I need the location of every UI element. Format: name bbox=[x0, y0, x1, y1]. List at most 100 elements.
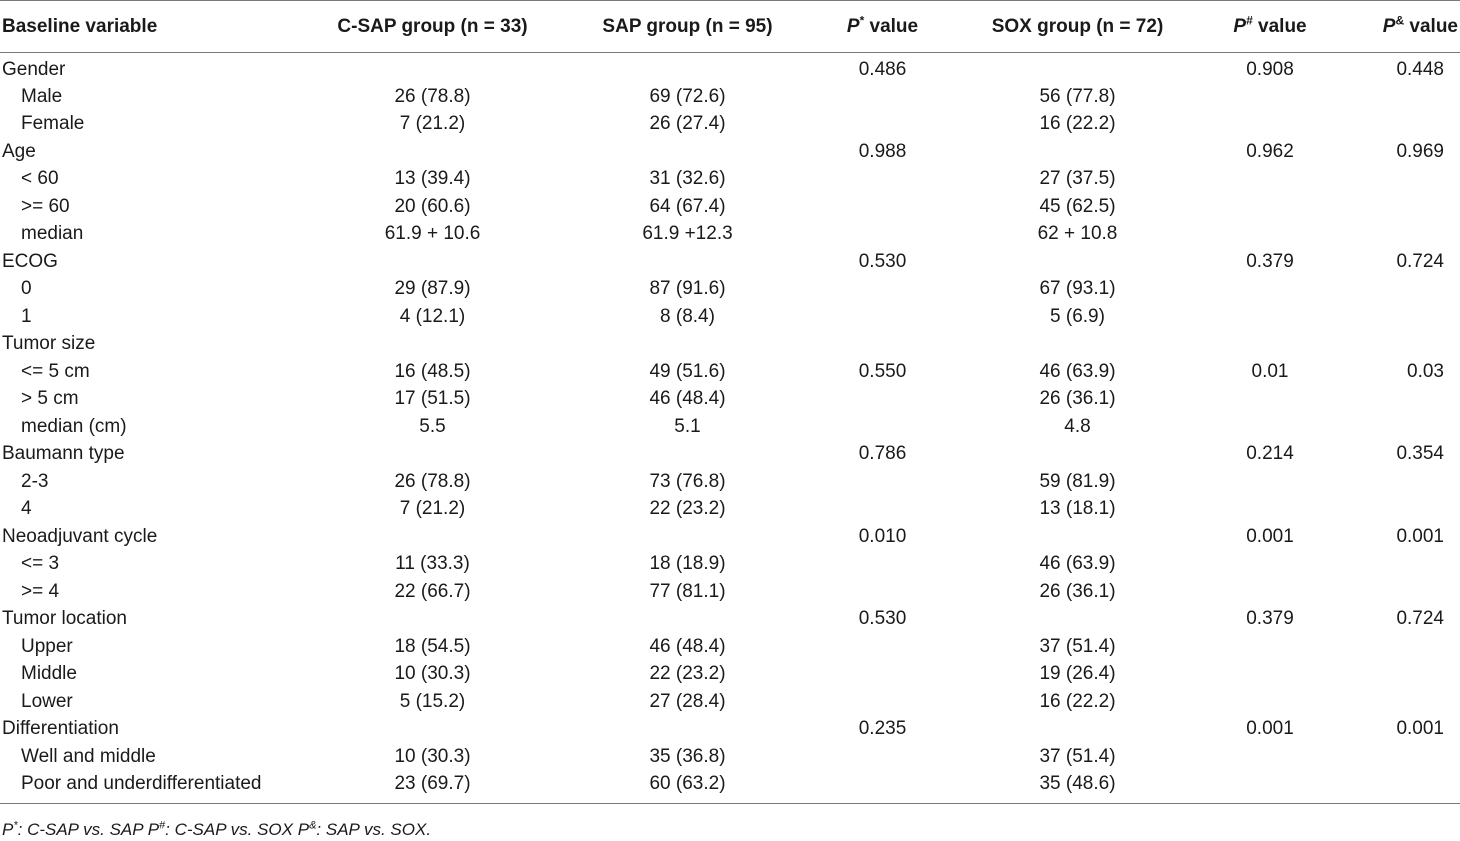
cell-p-hash: 0.01 bbox=[1251, 360, 1289, 382]
table-row: <= 5 cm 16 (48.5) 49 (51.6) 0.550 46 (63.9) 0… bbox=[0, 358, 1460, 386]
cell-sap: 26 (27.4) bbox=[649, 113, 726, 135]
cell-sox: 46 (63.9) bbox=[1039, 553, 1116, 575]
cell-p-hash bbox=[1200, 276, 1340, 304]
cell-p-star bbox=[810, 633, 955, 661]
cell-csap: 61.9 + 10.6 bbox=[384, 223, 481, 245]
cell-sap bbox=[565, 606, 810, 634]
cell-csap: 26 (78.8) bbox=[394, 470, 471, 492]
cell-csap: 5.5 bbox=[419, 415, 446, 437]
cell-csap bbox=[300, 138, 565, 166]
table-footnote: P*: C-SAP vs. SAP P#: C-SAP vs. SOX P&: … bbox=[2, 820, 431, 840]
cell-sap bbox=[565, 523, 810, 551]
cell-sox bbox=[955, 716, 1200, 744]
cell-p-amp bbox=[1340, 468, 1460, 496]
cell-csap: 22 (66.7) bbox=[394, 580, 471, 602]
cell-sox: 37 (51.4) bbox=[1039, 745, 1116, 767]
cell-p-hash bbox=[1200, 743, 1340, 771]
cell-p-amp bbox=[1340, 771, 1460, 804]
cell-p-amp: 0.001 bbox=[1396, 525, 1444, 547]
cell-p-star bbox=[810, 578, 955, 606]
table-header-row: Baseline variable C-SAP group (n = 33) S… bbox=[0, 0, 1460, 53]
cell-p-hash bbox=[1200, 633, 1340, 661]
cell-variable: 0 bbox=[21, 278, 32, 300]
cell-csap: 18 (54.5) bbox=[394, 635, 471, 657]
cell-csap bbox=[300, 523, 565, 551]
header-p-hash-value: P# value bbox=[1200, 1, 1340, 53]
cell-sox: 26 (36.1) bbox=[1039, 388, 1116, 410]
cell-p-star bbox=[810, 193, 955, 221]
cell-p-amp: 0.448 bbox=[1396, 59, 1444, 80]
cell-p-amp bbox=[1340, 633, 1460, 661]
cell-p-star: 0.530 bbox=[858, 250, 907, 272]
cell-variable: ECOG bbox=[2, 250, 58, 272]
cell-sox: 56 (77.8) bbox=[1039, 85, 1116, 107]
header-baseline-variable: Baseline variable bbox=[2, 15, 158, 37]
cell-p-star bbox=[810, 221, 955, 249]
table-row: 2-3 26 (78.8) 73 (76.8) 59 (81.9) bbox=[0, 468, 1460, 496]
table-row: Neoadjuvant cycle 0.010 0.001 0.001 bbox=[0, 523, 1460, 551]
cell-p-hash bbox=[1200, 111, 1340, 139]
cell-p-star: 0.550 bbox=[858, 360, 907, 382]
cell-p-star bbox=[810, 496, 955, 524]
table-row: ECOG 0.530 0.379 0.724 bbox=[0, 248, 1460, 276]
cell-p-amp bbox=[1340, 221, 1460, 249]
cell-p-hash bbox=[1200, 771, 1340, 804]
cell-sox: 5 (6.9) bbox=[1050, 305, 1105, 327]
cell-p-hash bbox=[1200, 193, 1340, 221]
cell-p-star bbox=[810, 331, 955, 359]
cell-variable: 2-3 bbox=[21, 470, 49, 492]
cell-variable: Differentiation bbox=[2, 718, 119, 740]
cell-p-hash: 0.001 bbox=[1246, 525, 1294, 547]
footnote-t1: : C-SAP vs. SAP bbox=[17, 820, 148, 839]
header-p-amp-letter: P bbox=[1382, 15, 1396, 37]
cell-sox: 45 (62.5) bbox=[1039, 195, 1116, 217]
table-row: <= 3 11 (33.3) 18 (18.9) 46 (63.9) bbox=[0, 551, 1460, 579]
cell-p-amp: 0.001 bbox=[1396, 718, 1444, 740]
cell-p-amp bbox=[1340, 386, 1460, 414]
cell-sap: 77 (81.1) bbox=[649, 580, 726, 602]
cell-p-hash: 0.379 bbox=[1246, 250, 1294, 272]
cell-csap: 17 (51.5) bbox=[394, 388, 471, 410]
table-row: Middle 10 (30.3) 22 (23.2) 19 (26.4) bbox=[0, 661, 1460, 689]
cell-p-star bbox=[810, 743, 955, 771]
cell-variable: < 60 bbox=[21, 168, 59, 190]
cell-sox: 27 (37.5) bbox=[1039, 168, 1116, 190]
cell-sox bbox=[955, 248, 1200, 276]
cell-csap bbox=[300, 441, 565, 469]
cell-sap: 64 (67.4) bbox=[649, 195, 726, 217]
cell-sap bbox=[565, 53, 810, 84]
cell-p-amp bbox=[1340, 111, 1460, 139]
cell-p-star bbox=[810, 166, 955, 194]
cell-variable: Lower bbox=[21, 690, 73, 712]
cell-sap: 35 (36.8) bbox=[649, 745, 726, 767]
cell-p-amp: 0.969 bbox=[1396, 140, 1444, 162]
cell-sap: 73 (76.8) bbox=[649, 470, 726, 492]
cell-p-star bbox=[810, 551, 955, 579]
footnote-p3: P bbox=[297, 820, 310, 839]
cell-variable: Gender bbox=[2, 59, 66, 80]
cell-p-hash bbox=[1200, 496, 1340, 524]
cell-sap bbox=[565, 716, 810, 744]
baseline-table-container: Baseline variable C-SAP group (n = 33) S… bbox=[0, 0, 1460, 804]
cell-sap: 8 (8.4) bbox=[660, 305, 715, 327]
header-p-amp-tail: value bbox=[1404, 15, 1458, 37]
cell-csap: 20 (60.6) bbox=[394, 195, 471, 217]
header-p-star-sup: * bbox=[859, 13, 865, 28]
cell-variable: >= 4 bbox=[21, 580, 60, 602]
cell-p-amp: 0.03 bbox=[1407, 360, 1444, 382]
cell-sap: 60 (63.2) bbox=[649, 772, 726, 794]
cell-variable: Poor and underdifferentiated bbox=[21, 772, 262, 794]
cell-sap bbox=[565, 331, 810, 359]
cell-variable: Well and middle bbox=[21, 745, 156, 767]
cell-csap bbox=[300, 53, 565, 84]
cell-sox: 62 + 10.8 bbox=[1037, 223, 1118, 245]
cell-csap: 13 (39.4) bbox=[394, 168, 471, 190]
cell-p-hash: 0.379 bbox=[1246, 608, 1294, 630]
cell-csap: 29 (87.9) bbox=[394, 278, 471, 300]
cell-p-amp: 0.354 bbox=[1396, 443, 1444, 465]
cell-variable: median (cm) bbox=[21, 415, 127, 437]
table-row: Upper 18 (54.5) 46 (48.4) 37 (51.4) bbox=[0, 633, 1460, 661]
cell-p-hash bbox=[1200, 413, 1340, 441]
header-p-hash-letter: P bbox=[1233, 15, 1247, 37]
cell-sap: 87 (91.6) bbox=[649, 278, 726, 300]
